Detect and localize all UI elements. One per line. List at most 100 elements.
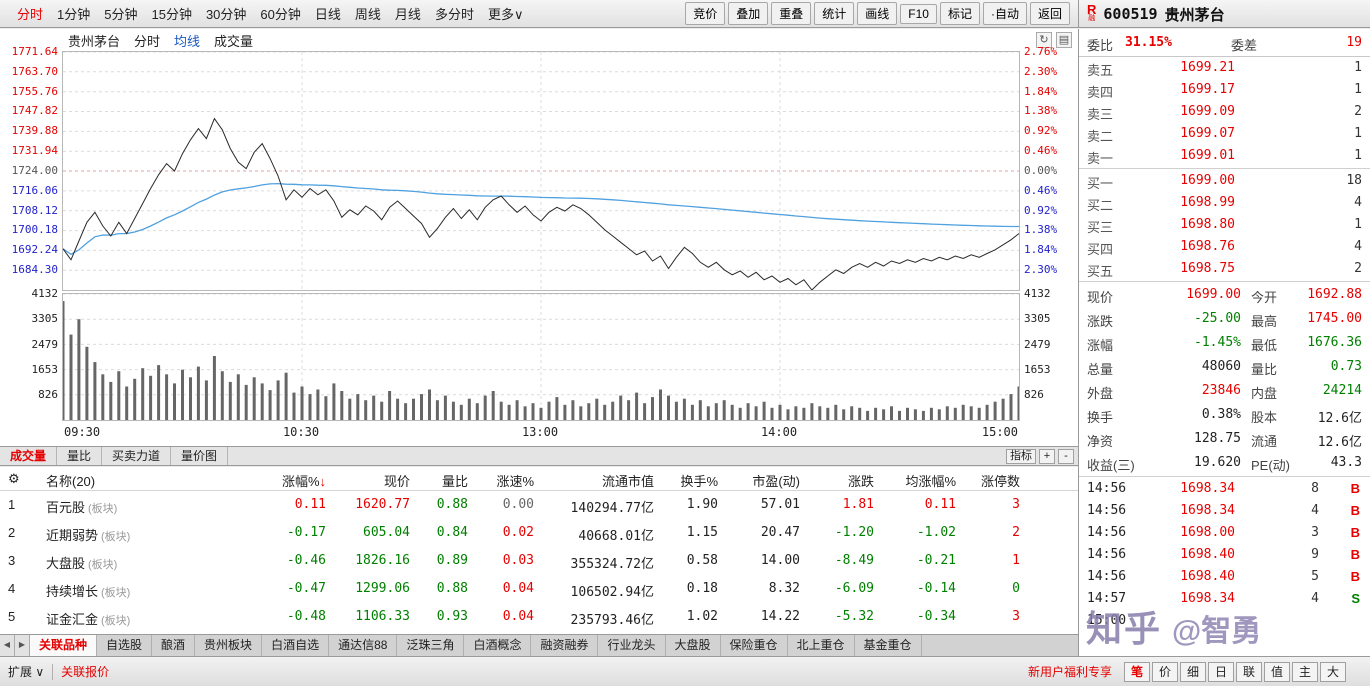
mark-button[interactable]: 标记 — [939, 2, 980, 25]
bottom-tab-liquor[interactable]: 酿酒 — [152, 635, 196, 656]
bottom-tab-fund-held[interactable]: 基金重仓 — [855, 635, 922, 656]
bid-auction-button[interactable]: 竞价 — [685, 2, 726, 25]
column-header-turnover[interactable]: 换手% — [680, 474, 718, 489]
pe-value: 20.47 — [760, 525, 800, 540]
chart-tab-avg-line[interactable]: 均线 — [174, 33, 201, 49]
table-row[interactable]: 1 百元股 (板块) 0.11 1620.77 0.88 0.00 140294.… — [0, 491, 1078, 519]
sector-table: ⚙ 名称(20) 涨幅%↓ 现价 量比 涨速% 流通市值 换手% 市盈(动) 涨… — [0, 467, 1078, 634]
period-tab-15min[interactable]: 15分钟 — [151, 7, 192, 22]
tick-row[interactable]: 15:00 — [1087, 613, 1127, 628]
stack-button[interactable]: 重叠 — [771, 2, 812, 25]
price-plot[interactable] — [62, 51, 1020, 291]
column-header-avg-change[interactable]: 均涨幅% — [905, 474, 956, 489]
bid-level-1[interactable]: 买一 1699.00 18 — [1087, 173, 1362, 191]
subtab-buy-sell-force[interactable]: 买卖力道 — [102, 447, 172, 465]
chart-tab-volume[interactable]: 成交量 — [214, 33, 254, 49]
period-tab-60min[interactable]: 60分钟 — [260, 7, 301, 22]
back-button[interactable]: 返回 — [1029, 2, 1070, 25]
table-row[interactable]: 4 持续增长 (板块) -0.47 1299.06 0.88 0.04 10650… — [0, 575, 1078, 603]
mini-tab-value[interactable]: 值 — [1264, 661, 1290, 682]
period-tab-5min[interactable]: 5分钟 — [104, 7, 138, 22]
zoom-in-icon[interactable]: + — [1039, 448, 1055, 464]
mini-tab-tick[interactable]: 笔 — [1124, 661, 1150, 682]
tick-row[interactable]: 14:57 1698.34 4 S — [1087, 591, 1360, 606]
popup-window-icon[interactable]: ▤ — [1056, 32, 1072, 48]
scroll-left-icon[interactable]: ◀ — [0, 635, 15, 656]
auto-button[interactable]: ·自动 — [982, 2, 1027, 25]
bottom-tab-tdx88[interactable]: 通达信88 — [329, 635, 398, 656]
column-header-market-cap[interactable]: 流通市值 — [601, 474, 654, 489]
chart-tab-fenshi[interactable]: 分时 — [134, 33, 161, 49]
promo-link[interactable]: 新用户福利专享 — [1027, 665, 1112, 679]
bottom-tab-watchlist[interactable]: 自选股 — [97, 635, 153, 656]
subtab-volume-ratio[interactable]: 量比 — [57, 447, 103, 465]
settings-gear-icon[interactable]: ⚙ — [8, 471, 20, 486]
table-row[interactable]: 3 大盘股 (板块) -0.46 1826.16 0.89 0.03 355324… — [0, 547, 1078, 575]
bottom-tab-baijiu-watch[interactable]: 白酒自选 — [262, 635, 330, 656]
bottom-tab-large-cap[interactable]: 大盘股 — [666, 635, 721, 656]
draw-line-button[interactable]: 画线 — [857, 2, 898, 25]
statistics-button[interactable]: 统计 — [814, 2, 855, 25]
period-tab-more[interactable]: 更多∨ — [487, 7, 524, 22]
bottom-tab-margin[interactable]: 融资融券 — [531, 635, 599, 656]
tick-row[interactable]: 14:56 1698.34 8 B — [1087, 481, 1360, 496]
column-header-volume-ratio[interactable]: 量比 — [441, 474, 468, 489]
column-header-speed[interactable]: 涨速% — [496, 474, 534, 489]
mini-tab-price[interactable]: 价 — [1152, 661, 1178, 682]
indicator-button[interactable]: 指标 — [1006, 448, 1036, 464]
tick-row[interactable]: 14:56 1698.34 4 B — [1087, 503, 1360, 518]
mini-tab-linked[interactable]: 联 — [1236, 661, 1262, 682]
table-row[interactable]: 5 证金汇金 (板块) -0.48 1106.33 0.93 0.04 23579… — [0, 603, 1078, 631]
linked-quote-tab[interactable]: 关联报价 — [61, 665, 110, 679]
period-tab-fenshi[interactable]: 分时 — [17, 7, 44, 22]
zoom-out-icon[interactable]: - — [1058, 448, 1074, 464]
tick-row[interactable]: 14:56 1698.40 5 B — [1087, 569, 1360, 584]
table-row[interactable]: 2 近期弱势 (板块) -0.17 605.04 0.84 0.02 40668.… — [0, 519, 1078, 547]
bid-level-4[interactable]: 买四 1698.76 4 — [1087, 239, 1362, 257]
scroll-right-icon[interactable]: ▶ — [15, 635, 30, 656]
period-tab-month[interactable]: 月线 — [394, 7, 421, 22]
ask-level-3[interactable]: 卖三 1699.09 2 — [1087, 104, 1362, 122]
column-header-change-pct[interactable]: 涨幅%↓ — [234, 471, 326, 490]
ask-level-2[interactable]: 卖二 1699.07 1 — [1087, 126, 1362, 144]
overlay-button[interactable]: 叠加 — [728, 2, 769, 25]
ask-level-5[interactable]: 卖五 1699.21 1 — [1087, 60, 1362, 78]
period-tab-week[interactable]: 周线 — [354, 7, 381, 22]
column-header-change[interactable]: 涨跌 — [847, 474, 874, 489]
mini-tab-detail[interactable]: 细 — [1180, 661, 1206, 682]
bottom-tab-baijiu-concept[interactable]: 白酒概念 — [464, 635, 532, 656]
volume-plot[interactable] — [62, 293, 1020, 421]
bottom-tab-panzhu[interactable]: 泛珠三角 — [397, 635, 465, 656]
info-value: 24214 — [1322, 383, 1362, 398]
bottom-tab-related[interactable]: 关联品种 — [30, 635, 98, 656]
mini-tab-day[interactable]: 日 — [1208, 661, 1234, 682]
bottom-tab-northbound-held[interactable]: 北上重仓 — [788, 635, 855, 656]
mini-tab-main[interactable]: 主 — [1292, 661, 1318, 682]
f10-button[interactable]: F10 — [900, 3, 937, 24]
pe-value: 14.22 — [760, 609, 800, 624]
ask-level-4[interactable]: 卖四 1699.17 1 — [1087, 82, 1362, 100]
expand-menu[interactable]: 扩展 ∨ — [8, 665, 45, 679]
column-header-price[interactable]: 现价 — [383, 474, 410, 489]
bid-level-3[interactable]: 买三 1698.80 1 — [1087, 217, 1362, 235]
column-header-pe[interactable]: 市盈(动) — [752, 474, 800, 489]
period-tab-30min[interactable]: 30分钟 — [205, 7, 247, 22]
subtab-price-volume[interactable]: 量价图 — [171, 447, 229, 465]
tick-row[interactable]: 14:56 1698.40 9 B — [1087, 547, 1360, 562]
bid-level-5[interactable]: 买五 1698.75 2 — [1087, 261, 1362, 279]
ask-level-1[interactable]: 卖一 1699.01 1 — [1087, 148, 1362, 166]
column-header-name[interactable]: 名称(20) — [46, 474, 96, 489]
mini-tab-large[interactable]: 大 — [1320, 661, 1346, 682]
change-value: 1.81 — [842, 497, 874, 512]
subtab-volume[interactable]: 成交量 — [0, 447, 58, 465]
refresh-icon[interactable]: ↻ — [1036, 32, 1052, 48]
bid-level-2[interactable]: 买二 1698.99 4 — [1087, 195, 1362, 213]
period-tab-day[interactable]: 日线 — [314, 7, 341, 22]
period-tab-1min[interactable]: 1分钟 — [57, 7, 91, 22]
period-tab-multi[interactable]: 多分时 — [434, 7, 474, 22]
column-header-limit-up-count[interactable]: 涨停数 — [980, 474, 1020, 489]
tick-row[interactable]: 14:56 1698.00 3 B — [1087, 525, 1360, 540]
bottom-tab-industry-leader[interactable]: 行业龙头 — [598, 635, 666, 656]
bottom-tab-guizhou[interactable]: 贵州板块 — [195, 635, 263, 656]
bottom-tab-insurance-held[interactable]: 保险重仓 — [721, 635, 788, 656]
